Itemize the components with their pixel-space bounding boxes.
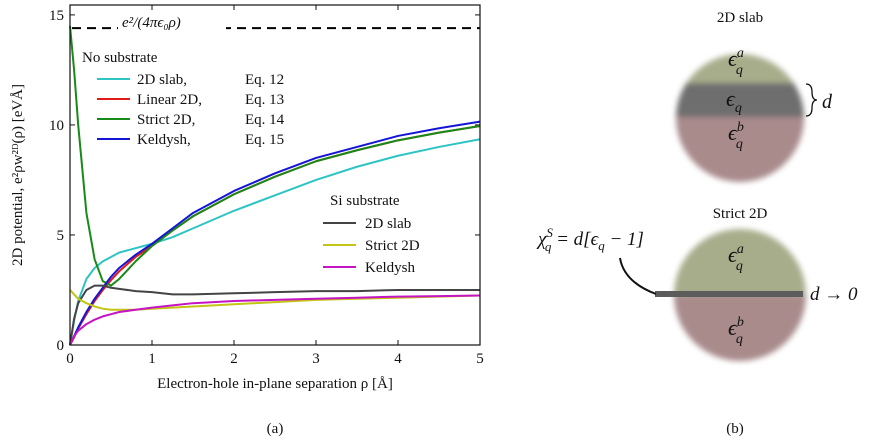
series-line (69, 125, 481, 346)
legend-label: Keldysh, (137, 132, 191, 148)
y-axis-label: 2D potential, e²ρw²ᴰ(ρ) [eVÅ] (10, 84, 26, 266)
symbol: ϵ (728, 46, 738, 71)
reference-label: e²/(4πϵ₀ρ) (122, 15, 181, 31)
legend-equation: Eq. 15 (245, 132, 284, 148)
series-line (69, 294, 481, 346)
legend-label: 2D slab, (137, 72, 187, 88)
y-tick-label: 15 (49, 8, 64, 24)
x-tick-label: 1 (148, 351, 156, 367)
x-tick-label: 2 (230, 351, 238, 367)
symbol: ϵ (728, 315, 738, 340)
sup: b (737, 120, 744, 135)
legend-label: Keldysh (365, 260, 415, 276)
y-tick-label: 5 (57, 228, 65, 244)
legend-label: Strict 2D (365, 238, 420, 254)
sub: q (736, 259, 743, 274)
symbol: χ (536, 229, 547, 250)
x-tick-label: 0 (66, 351, 74, 367)
slab-diagram: 2D slab ϵa q ϵq ϵb q d (676, 10, 833, 182)
sup: S (546, 225, 553, 240)
sup: b (737, 315, 744, 330)
chi-formula: χS q = d[ϵq − 1] (536, 225, 644, 254)
series-line (69, 25, 481, 287)
y-tick-label: 10 (49, 118, 64, 134)
limit: d → 0 (810, 284, 858, 305)
rest: − 1] (605, 229, 644, 250)
sup: a (737, 46, 744, 61)
legend-label: Strict 2D, (137, 112, 195, 128)
slab-circle (676, 54, 804, 182)
sub: q (736, 332, 743, 347)
thickness: d (822, 91, 833, 113)
x-tick-label: 5 (476, 351, 484, 367)
slab-title: 2D slab (717, 10, 763, 26)
sub: q (735, 101, 742, 116)
symbol: ϵ (726, 86, 736, 111)
legend-label: Linear 2D, (137, 92, 202, 108)
series-line (69, 284, 480, 346)
x-tick-label: 4 (394, 351, 402, 367)
legend-label: 2D slab (365, 216, 411, 232)
label-bg (118, 11, 226, 34)
y-tick-label: 0 (57, 338, 65, 354)
panel-label: (b) (726, 421, 744, 437)
sheet (655, 291, 803, 297)
sub: q (736, 63, 743, 78)
plot-frame (69, 4, 481, 346)
strict-diagram: Strict 2D ϵa q ϵb q d → 0 χS q = d[ϵq − 1] (536, 206, 858, 361)
x-tick-label: 3 (312, 351, 320, 367)
legend-equation: Eq. 12 (245, 72, 284, 88)
x-axis-label: Electron-hole in-plane separation ρ [Å] (157, 376, 393, 392)
eps-bottom: ϵb q (728, 120, 744, 152)
strict-title: Strict 2D (713, 206, 768, 222)
series-line (69, 289, 481, 311)
legend-title: No substrate (82, 50, 158, 66)
legend-title: Si substrate (330, 193, 400, 209)
eps-middle: ϵq (726, 86, 742, 116)
legend-equation: Eq. 14 (245, 112, 285, 128)
series-line (69, 120, 481, 346)
sub: q (545, 239, 552, 254)
sup: a (737, 242, 744, 257)
sub: q (598, 238, 605, 253)
brace (805, 83, 818, 117)
symbol: ϵ (728, 242, 738, 267)
eps-bottom: ϵb q (728, 315, 744, 347)
legend-equation: Eq. 13 (245, 92, 284, 108)
sub: q (736, 137, 743, 152)
eps-top: ϵa q (728, 46, 744, 78)
rest: = d[ϵ (551, 229, 599, 250)
panel-label: (a) (267, 421, 284, 437)
symbol: ϵ (728, 120, 738, 145)
pointer (619, 257, 657, 295)
eps-top: ϵa q (728, 242, 744, 274)
